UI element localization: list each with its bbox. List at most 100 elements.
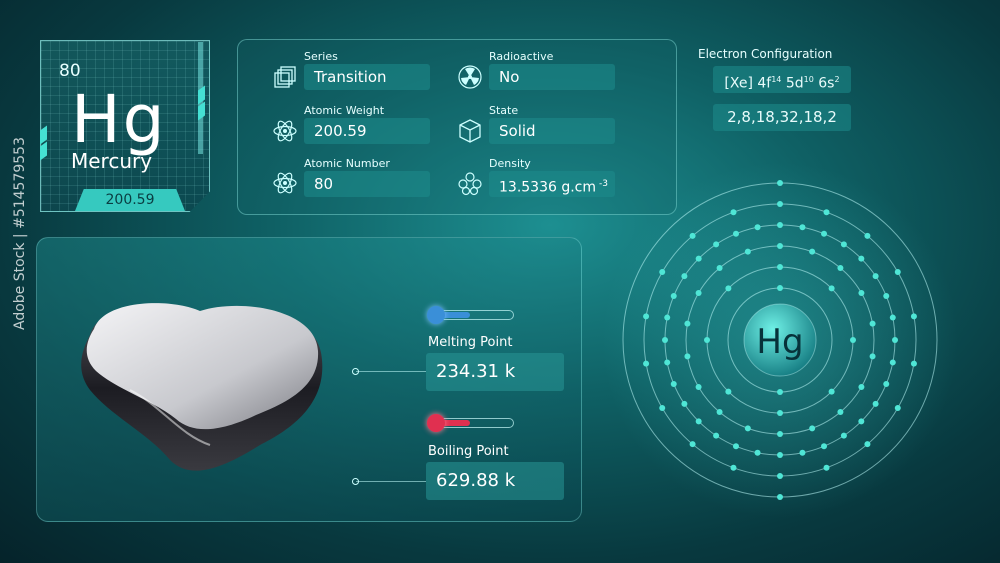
density-label: Density — [489, 157, 531, 170]
electron — [670, 381, 677, 388]
config-f-exp: 14 — [771, 75, 782, 84]
atomic-number: 80 — [59, 61, 81, 81]
electron — [689, 232, 696, 239]
layers-icon — [274, 66, 296, 88]
electron — [744, 248, 751, 255]
electron — [864, 232, 871, 239]
electron — [858, 418, 865, 425]
config-s-exp: 2 — [834, 75, 840, 84]
electron — [704, 337, 710, 343]
melting-point-value: 234.31 k — [426, 353, 564, 391]
radioactive-label: Radioactive — [489, 50, 554, 63]
electron — [725, 388, 732, 395]
atom-icon — [273, 172, 297, 194]
radioactive-icon — [458, 65, 482, 89]
electron — [828, 388, 835, 395]
weight-label: Atomic Weight — [304, 104, 385, 117]
boiling-point-value: 629.88 k — [426, 462, 564, 500]
boiling-thermometer-knob — [427, 414, 445, 432]
config-d: 5d — [781, 75, 804, 92]
electron — [910, 360, 917, 367]
electron — [850, 337, 856, 343]
boiling-connector-dot — [352, 478, 359, 485]
electron — [713, 432, 720, 439]
nucleus-symbol: Hg — [756, 322, 803, 362]
electron — [744, 425, 751, 432]
electron — [643, 360, 650, 367]
electron — [754, 449, 761, 456]
electron — [681, 400, 688, 407]
electron — [872, 273, 879, 280]
electron — [716, 409, 723, 416]
tile-grid-pattern — [41, 41, 209, 211]
electron-config-value: [Xe] 4f14 5d10 6s2 — [713, 66, 851, 93]
electron — [821, 443, 828, 450]
electron — [659, 405, 666, 411]
number-value: 80 — [304, 171, 430, 197]
melting-slider-fill — [430, 312, 470, 318]
electron — [732, 443, 739, 450]
electron — [892, 337, 898, 343]
electron — [799, 449, 806, 456]
boiling-connector-line — [356, 481, 426, 482]
config-s: 6s — [813, 75, 835, 92]
electron — [894, 405, 901, 411]
radioactive-value: No — [489, 64, 615, 90]
electron — [858, 255, 865, 262]
electron-config-title: Electron Configuration — [698, 47, 833, 61]
electron — [777, 201, 783, 207]
electron — [889, 359, 896, 366]
watermark-text: Adobe Stock | #514579553 — [12, 137, 28, 330]
electron — [840, 241, 847, 248]
mercury-droplet-image — [81, 303, 323, 471]
config-d-exp: 10 — [803, 75, 814, 84]
electron — [695, 384, 702, 390]
electron — [695, 290, 702, 296]
electron — [809, 248, 816, 255]
atom-icon — [273, 120, 297, 142]
electron — [821, 230, 828, 237]
electron — [864, 441, 871, 448]
electron — [777, 264, 783, 270]
electron — [777, 222, 783, 228]
electron — [659, 269, 666, 275]
electron — [840, 432, 847, 439]
element-tile: 80 Hg Mercury 200.59 — [40, 40, 210, 212]
electron — [872, 400, 879, 407]
melting-thermometer-knob — [427, 306, 445, 324]
electron — [777, 431, 783, 437]
cube-icon — [459, 119, 481, 143]
electron — [716, 264, 723, 271]
electron — [664, 314, 671, 321]
electron — [799, 224, 806, 231]
electron — [754, 224, 761, 231]
melting-connector-dot — [352, 368, 359, 375]
electron — [777, 410, 783, 416]
electron — [883, 381, 890, 388]
electron — [910, 313, 917, 320]
element-symbol: Hg — [71, 81, 167, 158]
electron — [858, 384, 865, 390]
electron — [777, 180, 783, 186]
density-value: 13.5336 g.cm -3 — [489, 171, 615, 197]
electron — [689, 441, 696, 448]
element-weight-badge: 200.59 — [75, 189, 185, 211]
electron — [732, 230, 739, 237]
config-core: [Xe] 4f — [724, 75, 772, 92]
electron — [894, 269, 901, 275]
electron — [681, 273, 688, 280]
density-number: 13.5336 g.cm — [499, 179, 597, 196]
electron — [777, 473, 783, 479]
electron — [869, 320, 876, 327]
electron — [695, 418, 702, 425]
series-label: Series — [304, 50, 338, 63]
molecules-icon — [458, 172, 482, 196]
electron — [777, 389, 783, 395]
state-value: Solid — [489, 118, 615, 144]
electron — [664, 359, 671, 366]
bohr-atom-model: Hg — [602, 162, 958, 518]
electron — [695, 255, 702, 262]
electron — [777, 452, 783, 458]
electron — [730, 209, 737, 216]
electron — [643, 313, 650, 320]
